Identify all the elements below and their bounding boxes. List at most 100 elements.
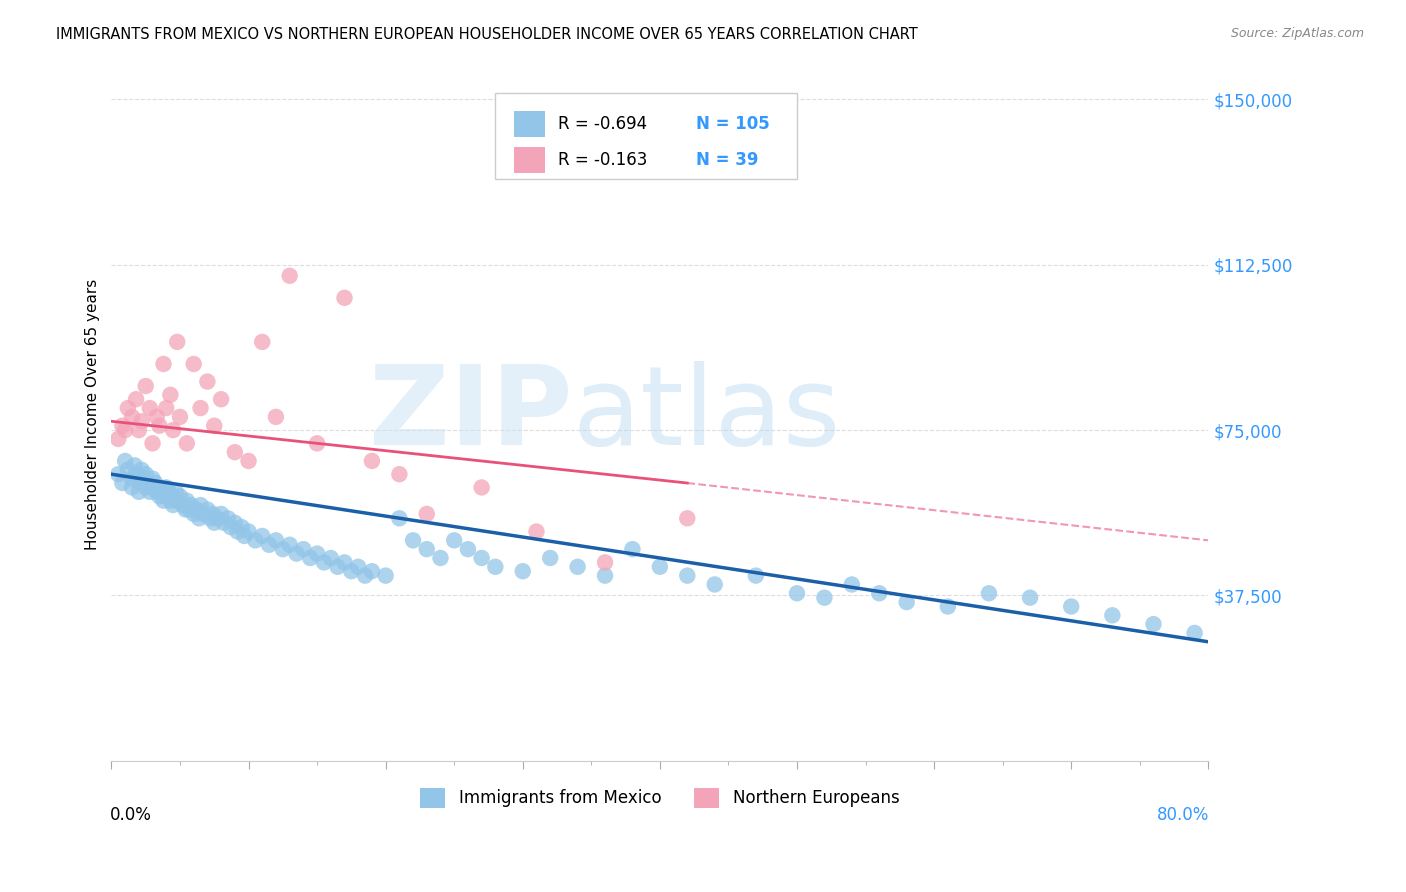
Point [114, 454, 136, 468]
Point [209, 507, 232, 521]
Point [1184, 626, 1206, 640]
Point [703, 577, 725, 591]
Text: IMMIGRANTS FROM MEXICO VS NORTHERN EUROPEAN HOUSEHOLDER INCOME OVER 65 YEARS COR: IMMIGRANTS FROM MEXICO VS NORTHERN EUROP… [56, 27, 918, 42]
Point [148, 489, 170, 503]
Point [148, 418, 170, 433]
Point [135, 379, 157, 393]
Point [212, 516, 235, 530]
Point [202, 516, 225, 530]
Point [117, 463, 139, 477]
Point [676, 568, 699, 582]
Point [172, 498, 194, 512]
Point [141, 472, 163, 486]
Point [159, 493, 181, 508]
Point [593, 568, 616, 582]
Point [868, 586, 890, 600]
Point [245, 533, 267, 548]
Point [107, 467, 129, 482]
Point [166, 334, 188, 349]
Point [786, 586, 808, 600]
Point [117, 401, 139, 415]
Point [179, 502, 201, 516]
Point [176, 436, 198, 450]
Point [347, 559, 370, 574]
Point [107, 432, 129, 446]
Point [131, 414, 153, 428]
Point [429, 551, 451, 566]
Point [443, 533, 465, 548]
Point [340, 564, 363, 578]
Point [111, 418, 134, 433]
Point [190, 498, 212, 512]
Point [361, 564, 384, 578]
Point [416, 507, 439, 521]
Point [111, 476, 134, 491]
Point [150, 484, 173, 499]
Point [813, 591, 835, 605]
Point [333, 291, 356, 305]
Point [361, 454, 384, 468]
Point [457, 542, 479, 557]
Text: N = 39: N = 39 [696, 151, 759, 169]
Point [202, 418, 225, 433]
Point [841, 577, 863, 591]
Point [159, 388, 181, 402]
Point [139, 401, 162, 415]
Point [183, 507, 205, 521]
Point [219, 520, 242, 534]
Point [155, 480, 177, 494]
Point [197, 375, 219, 389]
Point [162, 498, 184, 512]
Point [648, 559, 671, 574]
Point [512, 564, 534, 578]
Point [162, 489, 184, 503]
Point [132, 472, 155, 486]
Point [388, 511, 411, 525]
Point [125, 392, 148, 407]
Point [745, 568, 768, 582]
Point [312, 555, 335, 569]
Point [138, 476, 160, 491]
Point [354, 568, 377, 582]
Point [145, 484, 167, 499]
Point [1060, 599, 1083, 614]
Point [326, 559, 349, 574]
Point [402, 533, 425, 548]
Text: 80.0%: 80.0% [1157, 805, 1209, 824]
Point [896, 595, 918, 609]
Point [135, 467, 157, 482]
Point [374, 568, 396, 582]
Point [264, 409, 287, 424]
Point [299, 551, 322, 566]
Point [124, 458, 146, 473]
Point [388, 467, 411, 482]
Point [526, 524, 548, 539]
Point [977, 586, 1000, 600]
Point [205, 511, 228, 525]
Point [135, 480, 157, 494]
Point [471, 551, 494, 566]
Point [157, 484, 180, 499]
Point [152, 493, 174, 508]
Text: R = -0.163: R = -0.163 [558, 151, 647, 169]
Point [471, 480, 494, 494]
Point [676, 511, 699, 525]
Point [188, 511, 211, 525]
Point [180, 498, 202, 512]
Point [252, 529, 274, 543]
Point [169, 489, 191, 503]
Point [190, 401, 212, 415]
Point [152, 357, 174, 371]
Point [233, 529, 256, 543]
FancyBboxPatch shape [515, 147, 544, 173]
FancyBboxPatch shape [515, 111, 544, 137]
Text: 0.0%: 0.0% [110, 805, 152, 824]
Point [141, 480, 163, 494]
Point [231, 520, 253, 534]
Point [141, 436, 163, 450]
Point [224, 516, 246, 530]
Point [238, 524, 260, 539]
Point [121, 480, 143, 494]
Point [226, 524, 249, 539]
Point [176, 493, 198, 508]
